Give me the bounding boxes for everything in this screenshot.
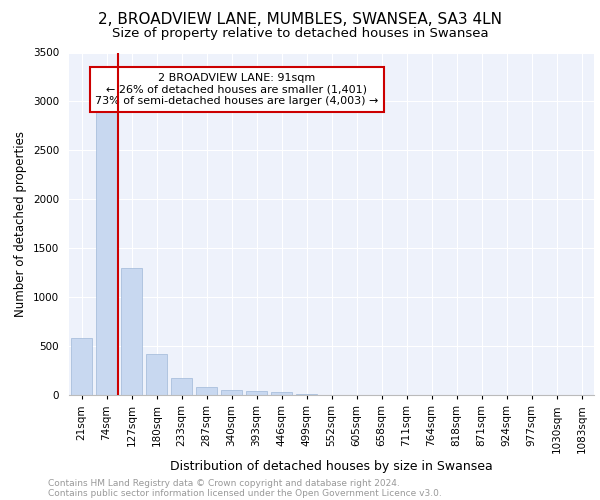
Bar [71,338,92,395]
Text: Contains public sector information licensed under the Open Government Licence v3: Contains public sector information licen… [48,488,442,498]
Bar [146,354,167,395]
Text: 2 BROADVIEW LANE: 91sqm
← 26% of detached houses are smaller (1,401)
73% of semi: 2 BROADVIEW LANE: 91sqm ← 26% of detache… [95,73,379,106]
Text: Contains HM Land Registry data © Crown copyright and database right 2024.: Contains HM Land Registry data © Crown c… [48,478,400,488]
Bar [221,390,242,395]
Y-axis label: Number of detached properties: Number of detached properties [14,130,28,317]
Text: 2, BROADVIEW LANE, MUMBLES, SWANSEA, SA3 4LN: 2, BROADVIEW LANE, MUMBLES, SWANSEA, SA3… [98,12,502,28]
Bar [196,387,217,395]
Bar [246,390,267,395]
Bar [121,268,142,395]
Bar [171,378,192,395]
X-axis label: Distribution of detached houses by size in Swansea: Distribution of detached houses by size … [170,460,493,472]
Bar [271,392,292,395]
Text: Size of property relative to detached houses in Swansea: Size of property relative to detached ho… [112,28,488,40]
Bar [296,394,317,395]
Bar [96,111,117,395]
